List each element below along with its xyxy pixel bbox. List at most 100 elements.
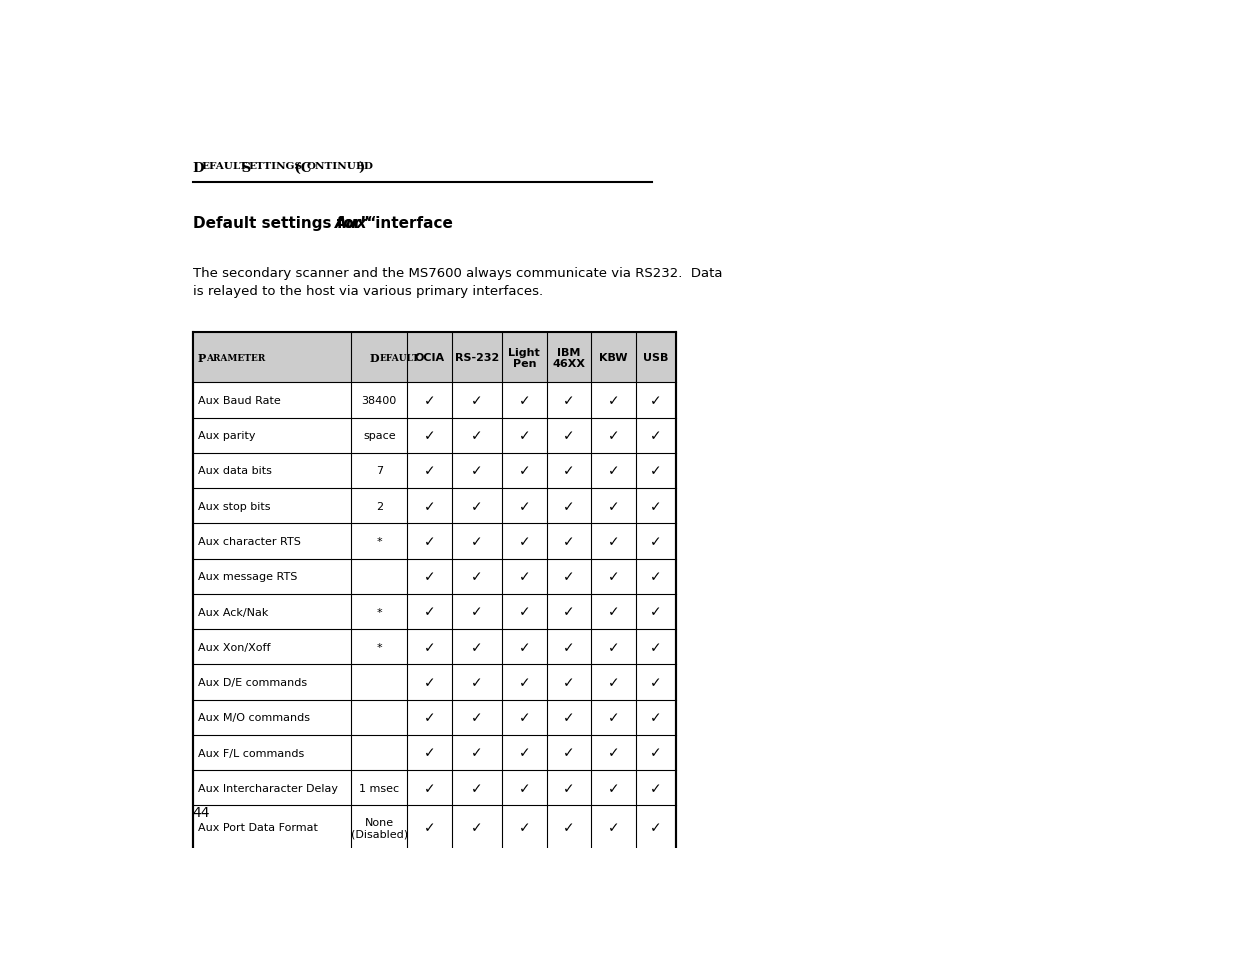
Text: ✓: ✓	[650, 394, 662, 408]
Text: ✓: ✓	[650, 821, 662, 835]
Text: Aux data bits: Aux data bits	[199, 466, 272, 476]
Text: Aux Port Data Format: Aux Port Data Format	[199, 822, 319, 833]
Text: KBW: KBW	[599, 353, 627, 363]
Text: (C: (C	[290, 162, 311, 175]
Text: ✓: ✓	[424, 676, 436, 689]
Text: 38400: 38400	[362, 395, 396, 406]
Text: Light
Pen: Light Pen	[509, 347, 540, 369]
Text: ✓: ✓	[563, 570, 574, 583]
Text: ✓: ✓	[563, 464, 574, 478]
Text: ” interface: ” interface	[361, 215, 453, 231]
Text: D: D	[369, 353, 379, 363]
Text: ✓: ✓	[472, 464, 483, 478]
Text: Aux D/E commands: Aux D/E commands	[199, 678, 308, 687]
Text: Aux Xon/Xoff: Aux Xon/Xoff	[199, 642, 270, 652]
Text: ✓: ✓	[472, 676, 483, 689]
Text: 7: 7	[375, 466, 383, 476]
Text: ✓: ✓	[608, 676, 619, 689]
Text: ✓: ✓	[608, 464, 619, 478]
Text: ✓: ✓	[608, 821, 619, 835]
Text: ✓: ✓	[424, 781, 436, 795]
Bar	[193, 333, 676, 850]
Text: EFAULT: EFAULT	[379, 354, 419, 362]
Text: Aux Ack/Nak: Aux Ack/Nak	[199, 607, 269, 617]
Text: ✓: ✓	[563, 711, 574, 724]
Text: ✓: ✓	[472, 394, 483, 408]
Text: ✓: ✓	[519, 711, 530, 724]
Text: ✓: ✓	[608, 499, 619, 514]
Text: ✓: ✓	[519, 535, 530, 548]
Text: ✓: ✓	[519, 640, 530, 654]
Text: S: S	[237, 162, 252, 175]
Text: ✓: ✓	[472, 640, 483, 654]
Text: Aux message RTS: Aux message RTS	[199, 572, 298, 581]
Text: RS-232: RS-232	[454, 353, 499, 363]
Text: ✓: ✓	[519, 605, 530, 618]
Text: ✓: ✓	[563, 605, 574, 618]
Text: The secondary scanner and the MS7600 always communicate via RS232.  Data
is rela: The secondary scanner and the MS7600 alw…	[193, 267, 722, 298]
Text: ✓: ✓	[519, 821, 530, 835]
Text: ✓: ✓	[519, 570, 530, 583]
Text: ✓: ✓	[608, 535, 619, 548]
Text: 44: 44	[193, 805, 210, 819]
Text: ✓: ✓	[472, 570, 483, 583]
Text: ✓: ✓	[650, 711, 662, 724]
Text: ✓: ✓	[563, 394, 574, 408]
Text: USB: USB	[643, 353, 668, 363]
Text: ✓: ✓	[424, 711, 436, 724]
Text: ✓: ✓	[608, 570, 619, 583]
Text: ✓: ✓	[424, 746, 436, 760]
Text: ✓: ✓	[519, 676, 530, 689]
Text: ✓: ✓	[563, 746, 574, 760]
Text: ✓: ✓	[519, 499, 530, 514]
Text: ✓: ✓	[650, 781, 662, 795]
Text: *: *	[377, 642, 382, 652]
Text: ✓: ✓	[650, 464, 662, 478]
Text: space: space	[363, 431, 395, 441]
Text: ✓: ✓	[519, 464, 530, 478]
Text: Aux Intercharacter Delay: Aux Intercharacter Delay	[199, 783, 338, 793]
Text: IBM
46XX: IBM 46XX	[552, 347, 585, 369]
Text: ✓: ✓	[563, 429, 574, 443]
Text: ✓: ✓	[519, 781, 530, 795]
Text: ✓: ✓	[472, 746, 483, 760]
Text: ✓: ✓	[424, 499, 436, 514]
Text: ✓: ✓	[519, 429, 530, 443]
Text: ✓: ✓	[563, 781, 574, 795]
Text: ✓: ✓	[608, 746, 619, 760]
Text: ONTINUED: ONTINUED	[306, 162, 374, 171]
Text: ✓: ✓	[563, 499, 574, 514]
Text: EFAULT: EFAULT	[201, 162, 248, 171]
Text: ✓: ✓	[563, 676, 574, 689]
Text: *: *	[377, 607, 382, 617]
Text: P: P	[198, 353, 206, 363]
Text: ✓: ✓	[650, 499, 662, 514]
Text: ETTINGS: ETTINGS	[248, 162, 303, 171]
Text: ✓: ✓	[424, 464, 436, 478]
Text: ✓: ✓	[424, 821, 436, 835]
Text: ✓: ✓	[519, 394, 530, 408]
Text: ✓: ✓	[424, 535, 436, 548]
Text: Aux F/L commands: Aux F/L commands	[199, 748, 305, 758]
Text: Aux M/O commands: Aux M/O commands	[199, 713, 310, 722]
Text: ✓: ✓	[650, 570, 662, 583]
Text: ✓: ✓	[472, 781, 483, 795]
Text: ✓: ✓	[472, 499, 483, 514]
Text: ✓: ✓	[650, 676, 662, 689]
Text: ✓: ✓	[608, 781, 619, 795]
Text: ✓: ✓	[472, 711, 483, 724]
Text: 1 msec: 1 msec	[359, 783, 399, 793]
Text: ✓: ✓	[424, 429, 436, 443]
Text: ✓: ✓	[650, 535, 662, 548]
Text: D: D	[193, 162, 204, 175]
Text: Aux Baud Rate: Aux Baud Rate	[199, 395, 282, 406]
Text: ✓: ✓	[424, 394, 436, 408]
Text: Aux character RTS: Aux character RTS	[199, 537, 301, 546]
Text: ✓: ✓	[650, 640, 662, 654]
Text: ✓: ✓	[424, 605, 436, 618]
Text: ✓: ✓	[608, 711, 619, 724]
Text: ✓: ✓	[472, 535, 483, 548]
Bar	[193, 333, 676, 383]
Text: ✓: ✓	[424, 570, 436, 583]
Text: ✓: ✓	[650, 746, 662, 760]
